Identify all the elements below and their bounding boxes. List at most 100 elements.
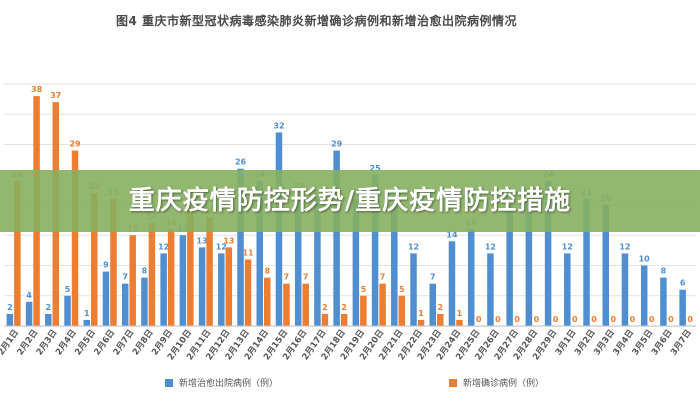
bar-discharged bbox=[218, 253, 225, 326]
data-label-discharged: 13 bbox=[197, 236, 208, 245]
data-label-discharged: 9 bbox=[103, 261, 109, 270]
data-label-discharged: 12 bbox=[408, 242, 419, 251]
data-label-confirmed: 13 bbox=[223, 236, 234, 245]
bar-discharged bbox=[83, 319, 90, 326]
data-label-discharged: 5 bbox=[65, 285, 71, 294]
bar-confirmed bbox=[14, 180, 21, 326]
data-label-confirmed: 2 bbox=[341, 303, 347, 312]
data-label-discharged: 4 bbox=[26, 291, 32, 300]
bar-discharged bbox=[391, 205, 398, 326]
bar-discharged bbox=[160, 253, 167, 326]
data-label-discharged: 7 bbox=[430, 273, 436, 282]
bar-discharged bbox=[294, 192, 302, 326]
bar-confirmed bbox=[129, 235, 136, 326]
bar-discharged bbox=[525, 198, 533, 326]
bar-discharged bbox=[506, 205, 513, 326]
data-label-discharged: 12 bbox=[562, 242, 573, 251]
data-label-discharged: 14 bbox=[446, 230, 458, 239]
bar-confirmed bbox=[398, 295, 406, 326]
bar-confirmed bbox=[437, 313, 444, 326]
bar-discharged bbox=[410, 253, 417, 326]
bar-confirmed bbox=[379, 283, 386, 326]
data-label-confirmed: 0 bbox=[591, 315, 597, 324]
data-label-discharged: 12 bbox=[619, 242, 630, 251]
bar-discharged bbox=[544, 180, 552, 326]
chart-legend: 新增治愈出院病例（例） 新增确诊病例（例） bbox=[0, 376, 700, 394]
data-label-confirmed: 0 bbox=[572, 315, 578, 324]
chart-title: 图4 重庆市新型冠状病毒感染肺炎新增确诊病例和新增治愈出院病例情况 bbox=[116, 14, 518, 28]
legend-swatch-discharged bbox=[165, 378, 173, 387]
bar-discharged bbox=[448, 241, 456, 326]
data-label-discharged: 25 bbox=[370, 164, 382, 173]
bar-discharged bbox=[6, 313, 14, 326]
bar-confirmed bbox=[302, 283, 309, 326]
bar-discharged bbox=[467, 229, 475, 326]
legend-item-discharged: 新增治愈出院病例（例） bbox=[165, 376, 278, 389]
bar-confirmed bbox=[167, 229, 175, 326]
data-label-discharged: 32 bbox=[273, 121, 284, 130]
bar-discharged bbox=[314, 198, 321, 326]
bar-confirmed bbox=[264, 277, 271, 326]
bar-discharged bbox=[621, 253, 629, 326]
bar-discharged bbox=[121, 283, 129, 326]
data-label-confirmed: 0 bbox=[476, 315, 482, 324]
bar-discharged bbox=[179, 235, 187, 326]
bar-confirmed bbox=[110, 198, 117, 326]
headline-text[interactable]: 重庆疫情防控形势/重庆疫情防控措施 bbox=[128, 186, 572, 216]
bar-discharged bbox=[256, 180, 263, 326]
bar-discharged bbox=[198, 247, 206, 326]
data-label-discharged: 8 bbox=[661, 267, 667, 276]
data-label-discharged: 7 bbox=[122, 273, 128, 282]
data-label-discharged: 2 bbox=[7, 303, 13, 312]
bar-confirmed bbox=[71, 150, 79, 326]
bar-discharged bbox=[64, 295, 71, 326]
data-label-discharged: 10 bbox=[639, 255, 651, 264]
data-label-confirmed: 0 bbox=[668, 315, 674, 324]
bar-discharged bbox=[102, 271, 110, 326]
data-label-discharged: 12 bbox=[485, 242, 496, 251]
data-label-confirmed: 29 bbox=[69, 140, 81, 149]
bar-confirmed bbox=[283, 283, 290, 326]
data-label-confirmed: 2 bbox=[437, 303, 443, 312]
data-label-confirmed: 7 bbox=[380, 273, 386, 282]
data-label-confirmed: 0 bbox=[610, 315, 616, 324]
data-label-confirmed: 0 bbox=[630, 315, 636, 324]
bar-confirmed bbox=[244, 259, 252, 326]
data-label-confirmed: 38 bbox=[31, 85, 43, 94]
bar-discharged bbox=[352, 198, 360, 326]
data-label-confirmed: 0 bbox=[553, 315, 559, 324]
bar-discharged bbox=[45, 313, 52, 326]
legend-label-discharged: 新增治愈出院病例（例） bbox=[179, 379, 279, 389]
data-label-confirmed: 1 bbox=[457, 309, 463, 318]
bar-discharged bbox=[679, 289, 686, 326]
bar-confirmed bbox=[91, 192, 98, 326]
bar-discharged bbox=[602, 205, 609, 326]
bar-confirmed bbox=[206, 217, 213, 326]
bar-confirmed bbox=[456, 319, 463, 326]
data-label-confirmed: 5 bbox=[361, 285, 367, 294]
bar-confirmed bbox=[187, 205, 194, 326]
data-label-discharged: 6 bbox=[680, 279, 686, 288]
data-label-confirmed: 0 bbox=[534, 315, 540, 324]
data-label-discharged: 12 bbox=[216, 242, 227, 251]
bar-discharged bbox=[25, 301, 33, 326]
data-label-confirmed: 37 bbox=[50, 91, 61, 100]
x-tick-label: 3月7日 bbox=[669, 328, 694, 357]
bar-discharged bbox=[583, 198, 590, 326]
data-label-confirmed: 0 bbox=[495, 315, 501, 324]
data-label-discharged: 8 bbox=[142, 267, 148, 276]
data-label-discharged: 29 bbox=[331, 140, 343, 149]
bar-discharged bbox=[660, 277, 667, 326]
bar-confirmed bbox=[148, 223, 156, 326]
bar-discharged bbox=[371, 174, 379, 326]
data-label-confirmed: 8 bbox=[264, 267, 270, 276]
data-label-confirmed: 7 bbox=[284, 273, 290, 282]
data-label-discharged: 1 bbox=[84, 309, 90, 318]
bar-discharged bbox=[333, 150, 340, 326]
bar-discharged bbox=[487, 253, 494, 326]
data-label-discharged: 12 bbox=[158, 242, 169, 251]
bar-discharged bbox=[564, 253, 571, 326]
headline-banner: 重庆疫情防控形势/重庆疫情防控措施 bbox=[0, 170, 700, 232]
data-label-confirmed: 0 bbox=[649, 315, 655, 324]
bar-discharged bbox=[640, 265, 648, 326]
